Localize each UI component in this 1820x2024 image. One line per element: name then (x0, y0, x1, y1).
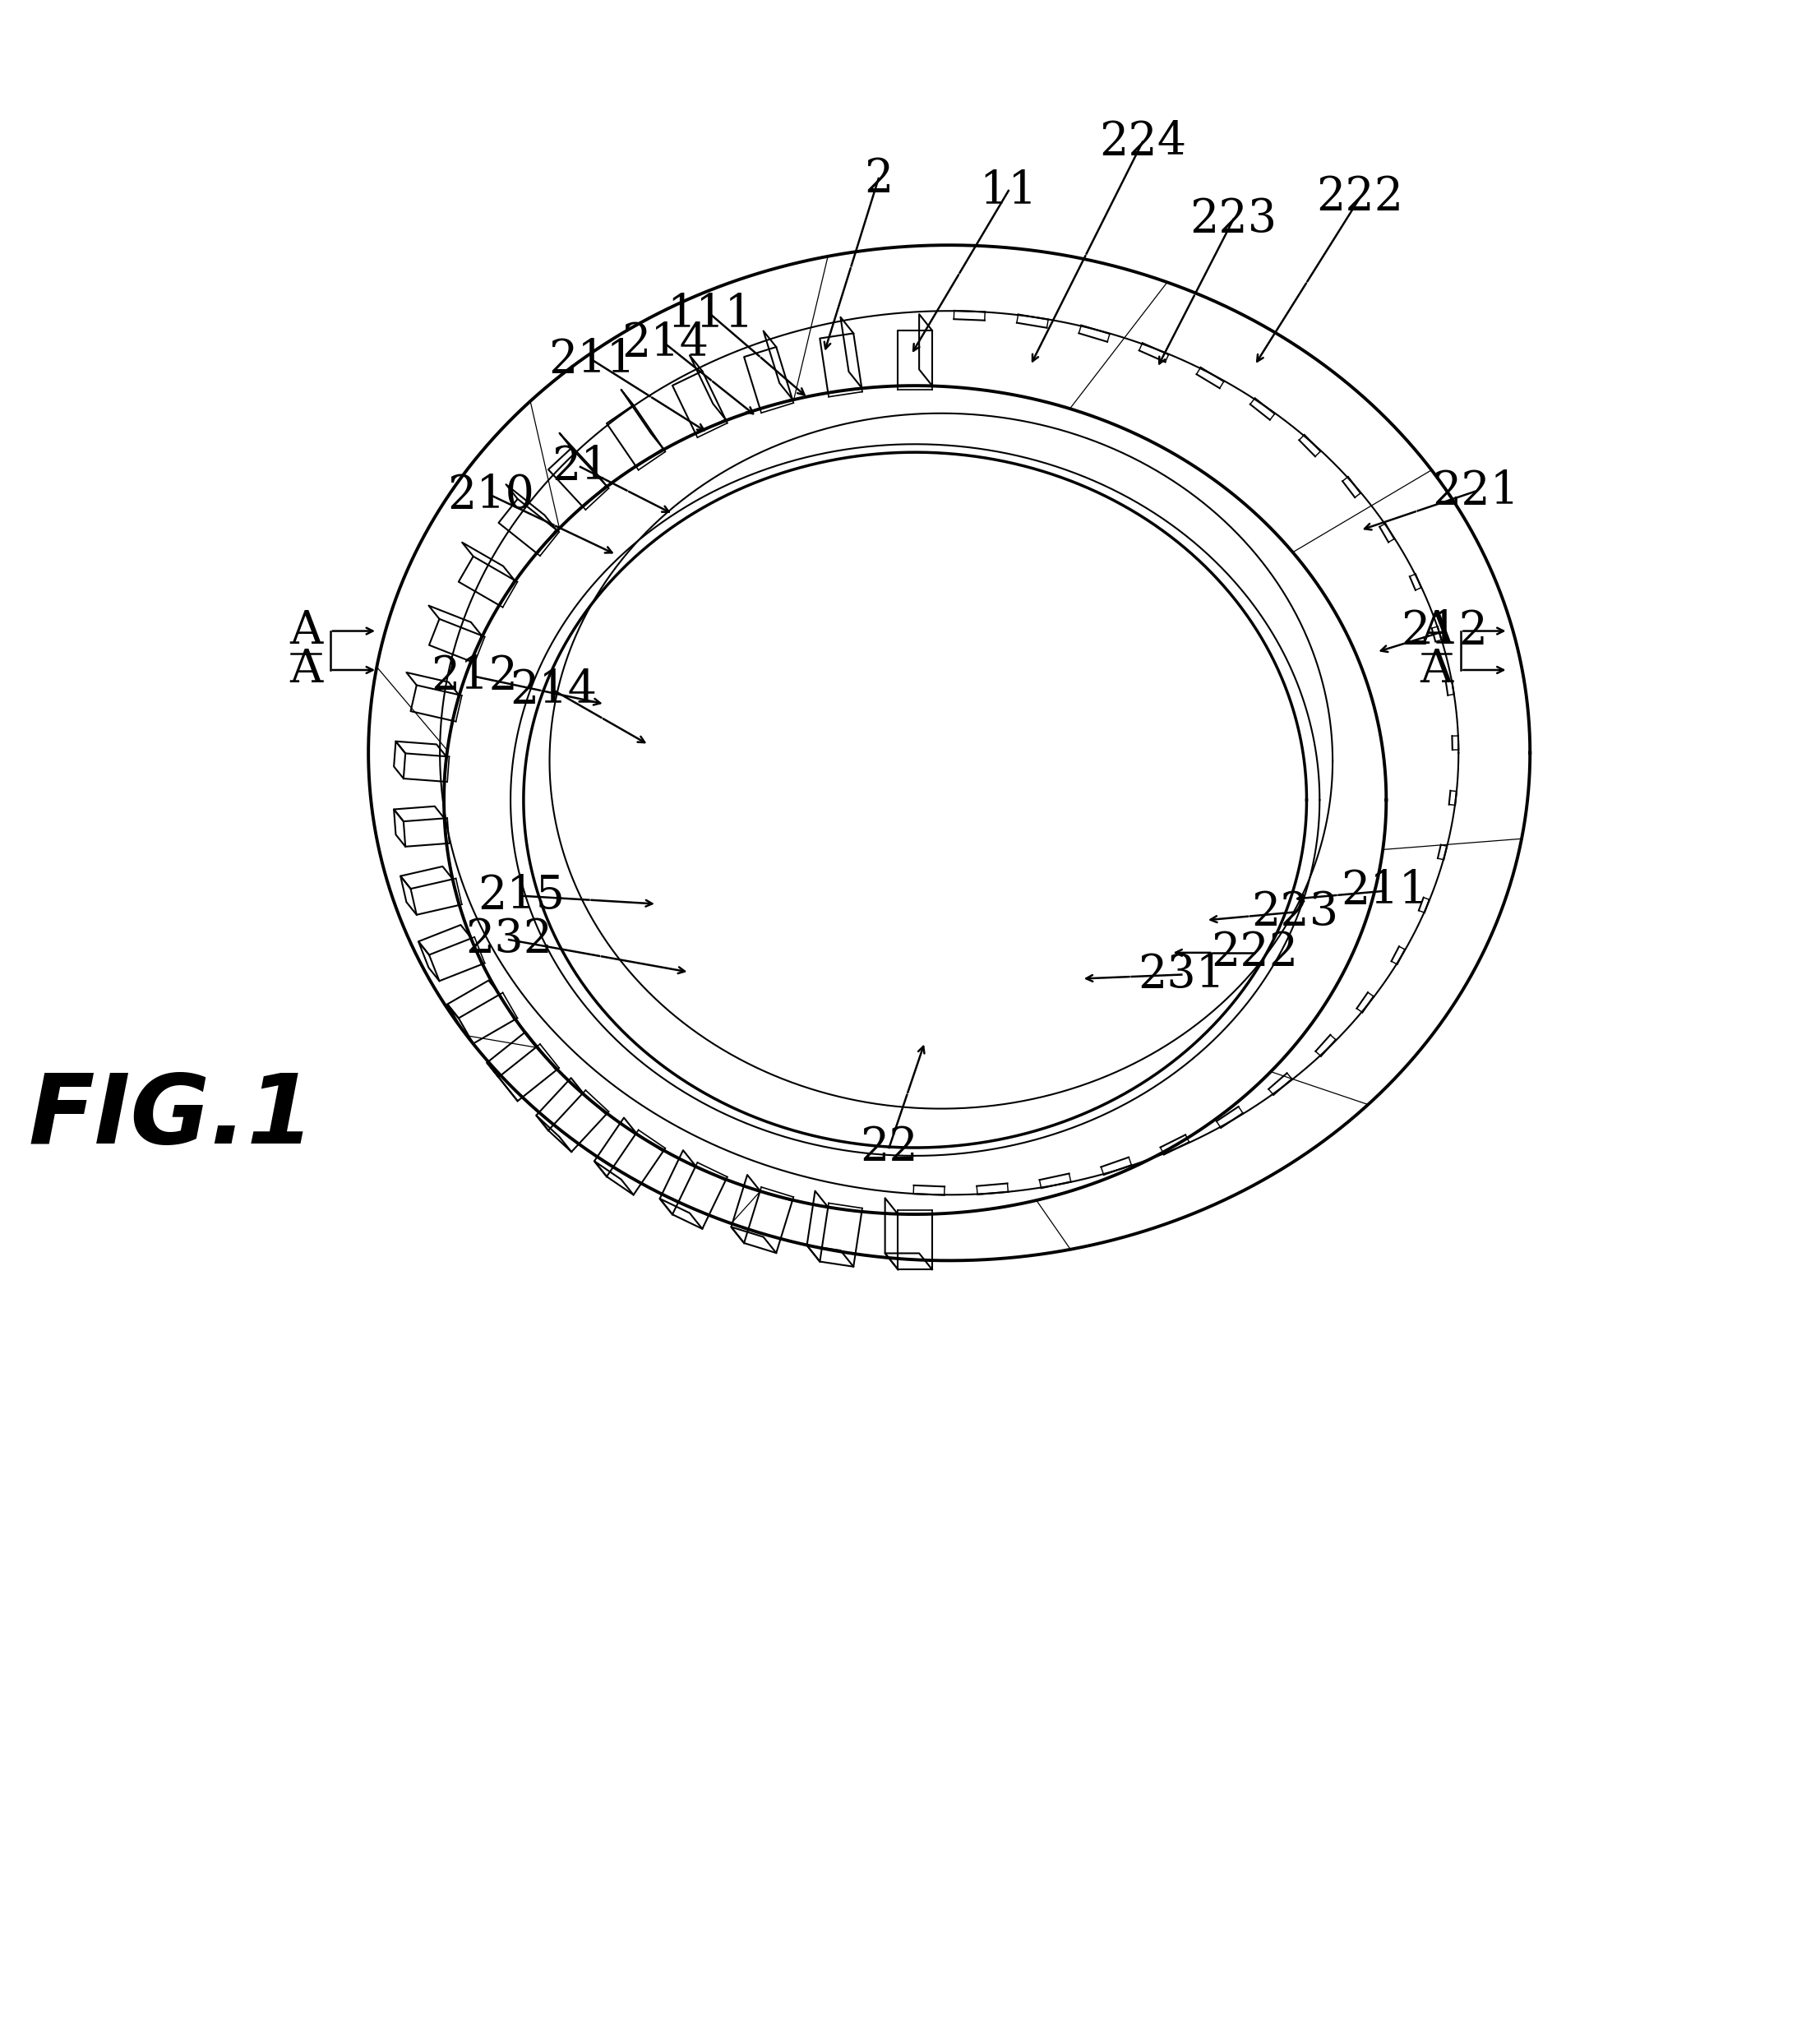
Text: 212: 212 (1401, 609, 1489, 654)
Text: 22: 22 (861, 1125, 917, 1170)
Text: 231: 231 (1138, 951, 1225, 998)
Text: 214: 214 (621, 322, 708, 366)
Text: 224: 224 (1099, 119, 1187, 164)
Text: 232: 232 (466, 917, 553, 961)
Text: A: A (1420, 609, 1452, 654)
Text: 111: 111 (666, 291, 753, 336)
Text: A: A (289, 648, 322, 692)
Text: A: A (289, 609, 322, 654)
Text: 211: 211 (548, 338, 635, 383)
Text: 222: 222 (1316, 174, 1403, 221)
Text: 212: 212 (431, 654, 519, 698)
Text: 223: 223 (1252, 891, 1340, 935)
Text: 222: 222 (1210, 931, 1298, 976)
Text: 223: 223 (1190, 196, 1278, 241)
Text: 214: 214 (510, 668, 597, 712)
Text: A: A (1420, 648, 1452, 692)
Text: 2: 2 (864, 156, 894, 200)
Text: 11: 11 (979, 168, 1037, 213)
Text: 210: 210 (448, 474, 535, 518)
Text: 21: 21 (551, 445, 610, 490)
Text: 221: 221 (1432, 470, 1520, 514)
Text: FIG.1: FIG.1 (29, 1069, 315, 1164)
Text: 215: 215 (477, 872, 564, 919)
Text: 211: 211 (1341, 868, 1429, 913)
